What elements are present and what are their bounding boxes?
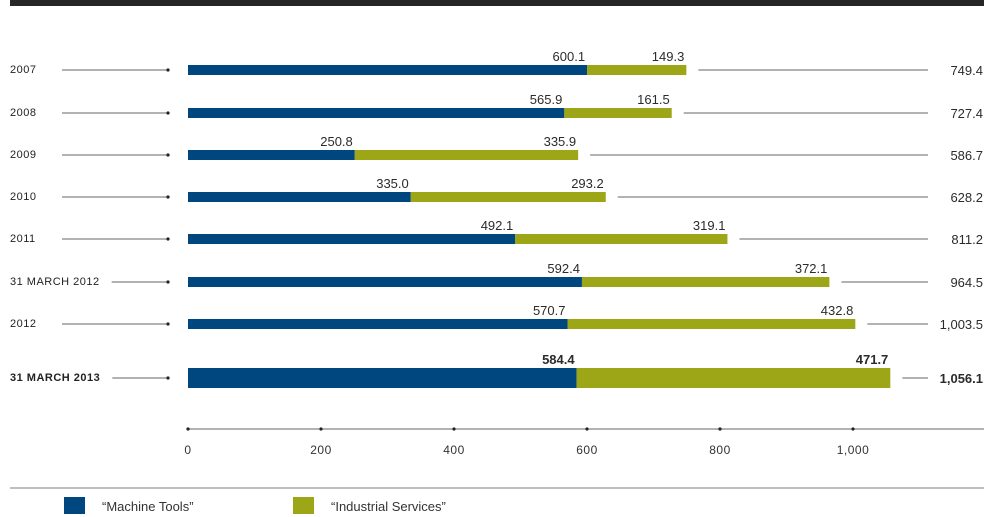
value-label-industrial-services: 432.8 xyxy=(821,303,854,318)
x-tick-label: 400 xyxy=(443,443,465,457)
value-label-industrial-services: 335.9 xyxy=(544,134,577,149)
bar-industrial-services xyxy=(354,150,579,160)
x-tick-label: 600 xyxy=(576,443,598,457)
bar-machine-tools xyxy=(188,65,588,75)
leader-dot xyxy=(166,68,170,72)
value-label-machine-tools: 250.8 xyxy=(320,134,353,149)
bar-machine-tools xyxy=(188,150,355,160)
x-tick-mark xyxy=(718,427,722,431)
x-tick-label: 800 xyxy=(709,443,731,457)
x-tick-label: 200 xyxy=(310,443,332,457)
total-label: 1,003.5 xyxy=(940,317,983,332)
leader-dot xyxy=(166,153,170,157)
bar-industrial-services xyxy=(567,319,856,329)
value-label-industrial-services: 161.5 xyxy=(637,92,670,107)
total-label: 964.5 xyxy=(950,275,983,290)
category-label: 2008 xyxy=(10,107,36,119)
value-label-machine-tools: 600.1 xyxy=(553,49,586,64)
category-label: 2010 xyxy=(10,191,36,203)
x-tick-label: 0 xyxy=(184,443,191,457)
value-label-machine-tools: 335.0 xyxy=(376,176,409,191)
bar-machine-tools xyxy=(188,108,565,118)
x-tick-label: 1,000 xyxy=(837,443,870,457)
total-label: 586.7 xyxy=(950,148,983,163)
bar-machine-tools xyxy=(188,234,516,244)
category-label: 31 MARCH 2013 xyxy=(10,372,100,384)
value-label-industrial-services: 471.7 xyxy=(856,352,889,367)
value-label-industrial-services: 319.1 xyxy=(693,218,726,233)
legend-label: “Machine Tools” xyxy=(102,499,194,514)
top-rule xyxy=(10,0,984,6)
bar-industrial-services xyxy=(410,192,606,202)
leader-dot xyxy=(166,280,170,284)
leader-dot xyxy=(166,376,170,380)
bar-industrial-services xyxy=(515,234,728,244)
total-label: 811.2 xyxy=(951,232,983,247)
bar-industrial-services xyxy=(576,368,891,388)
bar-machine-tools xyxy=(188,319,568,329)
value-label-industrial-services: 293.2 xyxy=(571,176,604,191)
value-label-machine-tools: 592.4 xyxy=(547,261,580,276)
leader-dot xyxy=(166,237,170,241)
bar-machine-tools xyxy=(188,192,411,202)
bar-machine-tools xyxy=(188,277,582,287)
bar-industrial-services xyxy=(564,108,672,118)
x-tick-mark xyxy=(452,427,456,431)
value-label-machine-tools: 584.4 xyxy=(542,352,575,367)
x-tick-mark xyxy=(186,427,190,431)
x-tick-mark xyxy=(319,427,323,431)
value-label-industrial-services: 372.1 xyxy=(795,261,828,276)
legend-swatch xyxy=(293,497,314,514)
leader-dot xyxy=(166,111,170,115)
bar-industrial-services xyxy=(587,65,687,75)
leader-dot xyxy=(166,195,170,199)
leader-dot xyxy=(166,322,170,326)
category-label: 2009 xyxy=(10,149,36,161)
total-label: 1,056.1 xyxy=(940,371,983,386)
x-tick-mark xyxy=(585,427,589,431)
bar-industrial-services xyxy=(581,277,830,287)
legend-swatch xyxy=(64,497,85,514)
legend-label: “Industrial Services” xyxy=(331,499,446,514)
bar-machine-tools xyxy=(188,368,577,388)
category-label: 2012 xyxy=(10,318,36,330)
category-label: 2011 xyxy=(10,233,36,245)
total-label: 628.2 xyxy=(950,190,983,205)
total-label: 727.4 xyxy=(950,106,983,121)
total-label: 749.4 xyxy=(950,63,983,78)
value-label-machine-tools: 565.9 xyxy=(530,92,563,107)
category-label: 31 MARCH 2012 xyxy=(10,276,100,288)
value-label-machine-tools: 570.7 xyxy=(533,303,566,318)
category-label: 2007 xyxy=(10,64,36,76)
value-label-machine-tools: 492.1 xyxy=(481,218,514,233)
x-tick-mark xyxy=(851,427,855,431)
value-label-industrial-services: 149.3 xyxy=(652,49,685,64)
